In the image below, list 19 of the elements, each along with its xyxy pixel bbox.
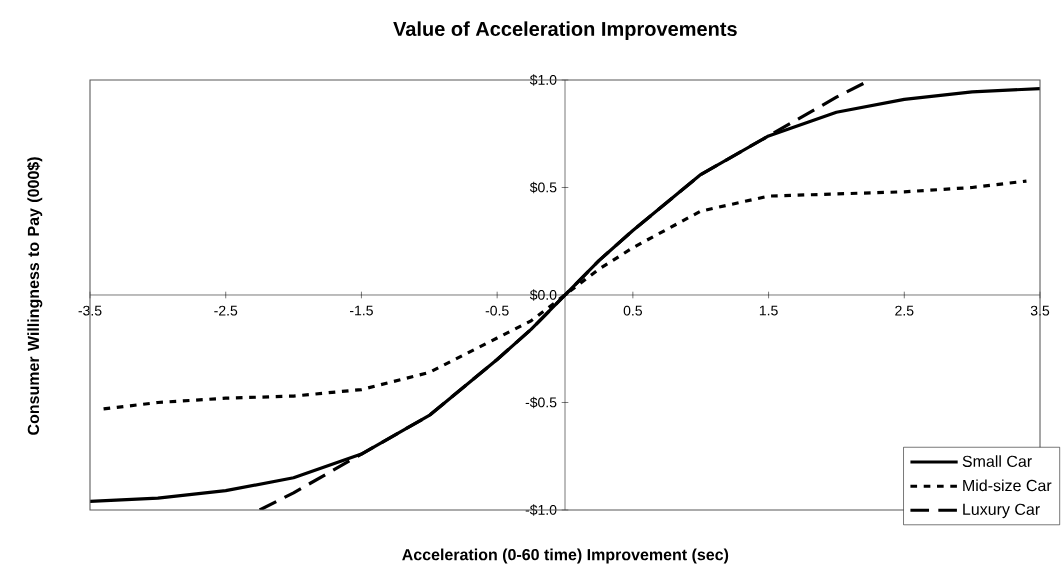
y-axis-title: Consumer Willingness to Pay (000$) [27,157,43,435]
x-tick-label: 3.5 [1030,305,1050,316]
y-tick-label: -$0.5 [525,396,557,409]
chart-title: Value of Acceleration Improvements [393,21,737,40]
x-axis-title: Acceleration (0-60 time) Improvement (sec) [402,548,729,564]
legend-label: Mid-size Car [963,479,1052,492]
x-tick-label: 0.5 [623,305,643,316]
x-tick-label: 1.5 [759,305,778,316]
x-tick-label: -1.5 [349,305,373,316]
x-tick-label: 2.5 [895,305,914,316]
x-tick-label: -2.5 [214,305,238,316]
y-tick-label: $0.5 [529,181,557,194]
y-tick-label: $1.0 [529,74,557,86]
x-tick-label: -0.5 [485,305,509,316]
legend-label: Small Car [962,455,1032,467]
y-tick-label: $0.0 [529,289,557,301]
legend-label: Luxury Car [963,503,1040,519]
x-tick-label: -3.5 [78,305,102,316]
y-tick-label: -$1.0 [525,504,557,516]
